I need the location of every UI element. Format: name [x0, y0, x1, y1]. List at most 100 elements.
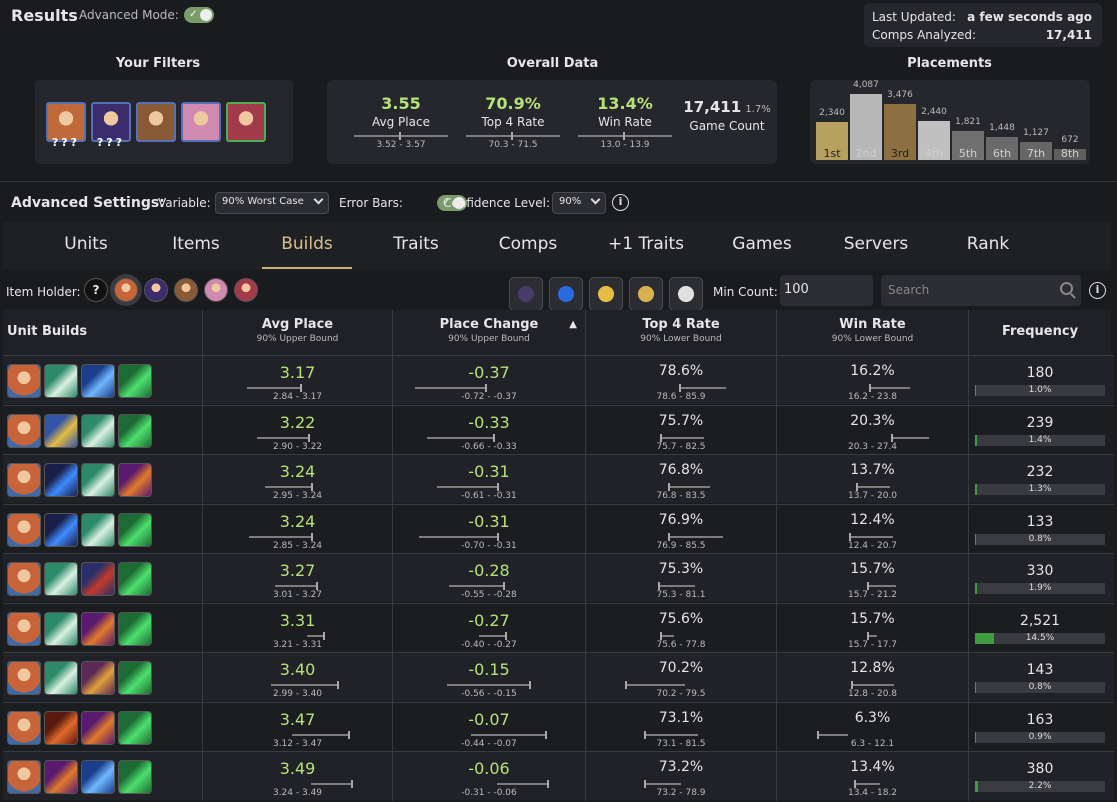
table-row[interactable]: 3.40 2.99 - 3.40 -0.15 -0.56 - -0.15 70.2% 70… — [3, 652, 1114, 702]
purple-fist-icon[interactable] — [44, 760, 78, 794]
table-row[interactable]: 3.24 2.85 - 3.24 -0.31 -0.70 - -0.31 76.9% 76… — [3, 503, 1114, 554]
unit-portrait-icon[interactable] — [7, 661, 41, 695]
table-row[interactable]: 3.27 3.01 - 3.27 -0.28 -0.55 - -0.28 75.3% 75… — [3, 553, 1114, 603]
green-sword-icon[interactable] — [118, 364, 152, 398]
item-filter-icon[interactable] — [549, 277, 583, 311]
purple-fist-icon[interactable] — [81, 611, 115, 646]
unit-portrait-icon[interactable] — [7, 760, 41, 794]
holder-unit-icon[interactable] — [144, 278, 168, 302]
frequency-bar-fill — [975, 682, 977, 693]
check-icon: ✓ — [189, 9, 198, 20]
unit-builds-header[interactable]: Unit Builds — [7, 324, 88, 339]
error-bar-tick — [659, 631, 662, 640]
bow-icon[interactable] — [81, 463, 115, 497]
blue-wing-icon[interactable] — [81, 760, 115, 794]
filter-unit[interactable]: ??? — [91, 102, 131, 149]
item-filter-icon[interactable] — [589, 277, 623, 311]
table-row[interactable]: 3.22 2.90 - 3.22 -0.33 -0.66 - -0.33 75.7% 75… — [3, 404, 1114, 455]
tab-comps[interactable]: Comps — [498, 234, 558, 254]
table-row[interactable]: 3.24 2.95 - 3.24 -0.31 -0.61 - -0.31 76.8% 76… — [3, 454, 1114, 504]
bow-icon[interactable] — [81, 512, 115, 547]
unknown-holder-icon[interactable]: ? — [84, 278, 108, 302]
top4-header[interactable]: Top 4 Rate 90% Lower Bound — [586, 310, 777, 355]
holder-unit-icon[interactable] — [174, 278, 198, 302]
table-row[interactable]: 3.31 3.21 - 3.31 -0.27 -0.40 - -0.27 75.6% 75… — [3, 602, 1114, 653]
error-bar-tick — [545, 730, 547, 739]
table-row[interactable]: 3.47 3.12 - 3.47 -0.07 -0.44 - -0.07 73.1% 73… — [3, 701, 1114, 752]
bow-icon[interactable] — [44, 661, 78, 695]
green-sword-icon[interactable] — [118, 710, 152, 745]
blue-orb-icon[interactable] — [44, 512, 78, 547]
filter-unit[interactable] — [226, 102, 266, 149]
green-sword-icon[interactable] — [118, 760, 152, 794]
bow-icon[interactable] — [81, 413, 115, 448]
holder-unit-icon[interactable] — [114, 278, 138, 302]
purple-fist-icon[interactable] — [118, 463, 152, 497]
frequency-percent: 1.0% — [1028, 385, 1052, 395]
purple-fist-icon[interactable] — [81, 710, 115, 745]
blue-wing-icon[interactable] — [81, 364, 115, 398]
tab-traits[interactable]: Traits — [393, 234, 439, 254]
unit-portrait-icon[interactable] — [7, 611, 41, 646]
frequency-bar-track: 0.9% — [975, 731, 1105, 743]
red-hat-icon[interactable] — [81, 562, 115, 596]
error-bar — [311, 783, 352, 785]
variable-select-value: 90% Worst Case — [222, 196, 304, 207]
unit-portrait-icon — [46, 102, 86, 142]
green-sword-icon[interactable] — [118, 512, 152, 547]
item-filter-icon[interactable] — [509, 277, 543, 311]
min-count-input[interactable]: 100 — [780, 275, 873, 306]
unit-portrait-icon[interactable] — [7, 562, 41, 596]
filter-unit[interactable]: ??? — [46, 102, 86, 149]
green-sword-icon[interactable] — [118, 562, 152, 596]
tab-bar — [3, 222, 1111, 270]
stat-cell: -0.07 -0.44 - -0.07 — [393, 702, 586, 752]
filter-unit[interactable] — [181, 102, 221, 149]
avg-place-label: Avg Place — [372, 115, 430, 129]
place-change-header[interactable]: Place Change 90% Upper Bound ▲ — [393, 310, 586, 355]
green-sword-icon[interactable] — [118, 611, 152, 646]
bow-icon[interactable] — [44, 611, 78, 646]
frequency-header[interactable]: Frequency — [969, 310, 1111, 355]
tab-units[interactable]: Units — [64, 234, 108, 254]
advanced-mode-toggle[interactable]: ✓ — [184, 7, 214, 23]
bow-icon[interactable] — [44, 364, 78, 398]
search-input[interactable]: Search — [881, 275, 1081, 306]
item-filter-icon[interactable] — [629, 277, 663, 311]
tab-builds[interactable]: Builds — [281, 234, 333, 254]
variable-select[interactable]: 90% Worst Case — [215, 192, 329, 214]
info-icon[interactable]: i — [612, 194, 629, 211]
holder-unit-icon[interactable] — [234, 278, 258, 302]
table-row[interactable]: 3.49 3.24 - 3.49 -0.06 -0.31 - -0.06 73.2% 73… — [3, 751, 1114, 801]
holder-unit-icon[interactable] — [204, 278, 228, 302]
green-sword-icon[interactable] — [118, 661, 152, 695]
win-rate-header[interactable]: Win Rate 90% Lower Bound — [777, 310, 969, 355]
item-filter-icon[interactable] — [669, 277, 703, 311]
unit-portrait-icon[interactable] — [7, 463, 41, 497]
tab-games[interactable]: Games — [732, 234, 792, 254]
gold-spear-icon[interactable] — [81, 661, 115, 695]
bow-icon[interactable] — [44, 562, 78, 596]
frequency-bar-fill — [975, 385, 977, 396]
confidence-select[interactable]: 90% — [552, 192, 606, 214]
blue-orb-icon[interactable] — [44, 463, 78, 497]
green-sword-icon[interactable] — [118, 413, 152, 448]
frequency-bar-fill — [975, 781, 978, 792]
avg-place-header[interactable]: Avg Place 90% Upper Bound — [202, 310, 393, 355]
tab-items[interactable]: Items — [172, 234, 220, 254]
tab-servers[interactable]: Servers — [843, 234, 909, 254]
unit-portrait-icon[interactable] — [7, 364, 41, 398]
win-rate-error-bar — [578, 132, 672, 140]
unit-portrait-icon[interactable] — [7, 512, 41, 547]
error-bars-toggle[interactable]: ✓ — [437, 195, 468, 211]
fire-blade-icon[interactable] — [44, 710, 78, 745]
tab-1-traits[interactable]: +1 Traits — [607, 234, 684, 254]
unit-portrait-icon[interactable] — [7, 710, 41, 745]
filter-unit[interactable] — [136, 102, 176, 149]
unit-portrait-icon[interactable] — [7, 413, 41, 448]
info-icon[interactable]: i — [1089, 282, 1106, 299]
table-row[interactable]: 3.17 2.84 - 3.17 -0.37 -0.72 - -0.37 78.6% 78… — [3, 355, 1114, 405]
tab-rank[interactable]: Rank — [966, 234, 1010, 254]
gold-helm-icon[interactable] — [44, 413, 78, 448]
stat-cell: 3.47 3.12 - 3.47 — [202, 702, 393, 752]
